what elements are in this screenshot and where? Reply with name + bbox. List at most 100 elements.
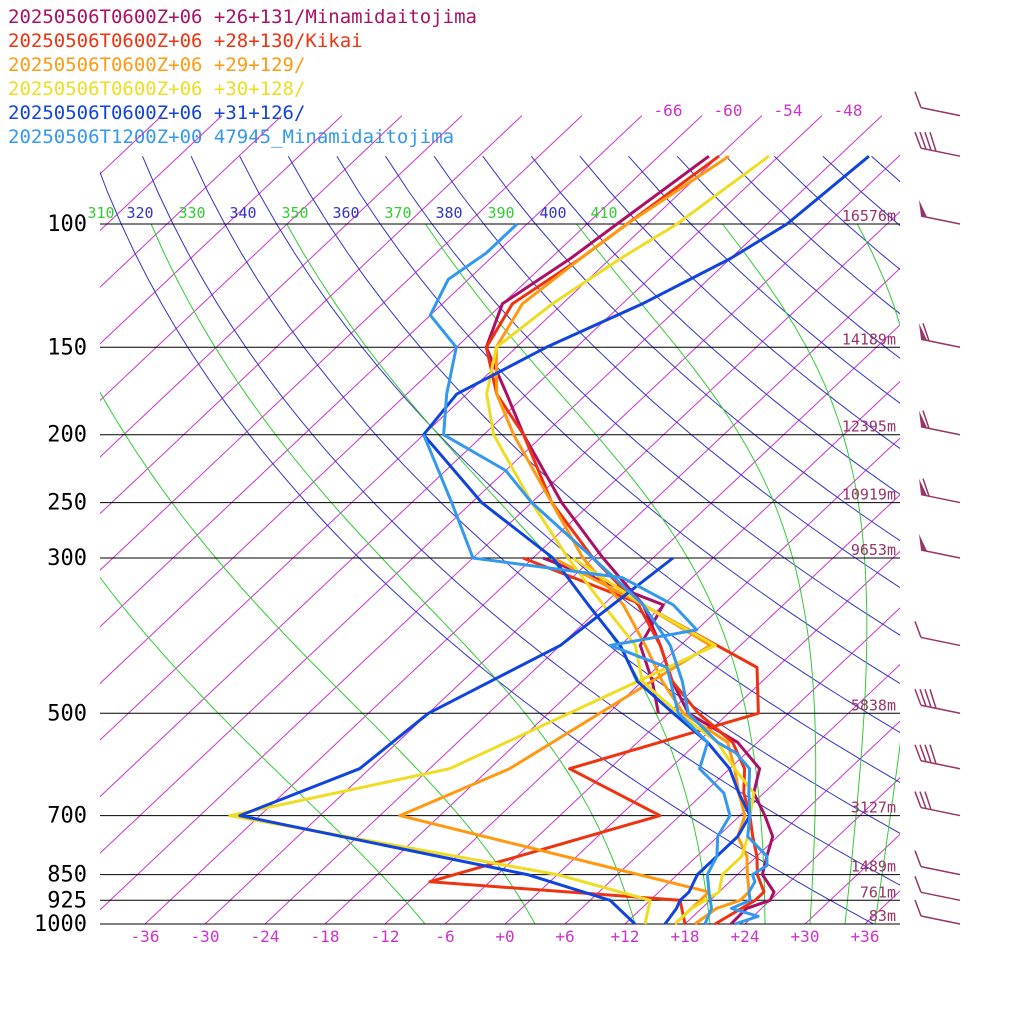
temperature-line <box>494 154 751 926</box>
wind-barb-tick <box>929 689 937 709</box>
wind-barb-tick <box>924 791 932 810</box>
isotherm-line <box>324 380 900 924</box>
wind-barb-flag <box>919 533 927 551</box>
wind-barb <box>920 338 961 349</box>
pressure-tick-label: 925 <box>47 888 87 913</box>
theta-label: 400 <box>539 204 566 222</box>
wind-barb-tick <box>922 410 930 429</box>
isotherm-lines <box>100 115 900 924</box>
isotherm-line <box>100 115 823 798</box>
theta-label: 380 <box>435 204 462 222</box>
dry-adiabat-line <box>1017 156 1024 924</box>
dewpoint-line <box>238 556 674 926</box>
pressure-tick-label: 150 <box>47 335 87 360</box>
dry-adiabat-line <box>190 155 900 834</box>
wind-barb <box>920 891 961 902</box>
legend-entry-2: 20250506T0600Z+06 +28+130/Kikai <box>8 30 363 52</box>
isotherm-line <box>804 833 900 924</box>
wind-barb <box>920 759 961 770</box>
pressure-tick-label: 250 <box>47 491 87 516</box>
sounding-series <box>228 154 870 926</box>
height-label: 9653m <box>851 541 896 559</box>
wind-barb-tick <box>914 899 922 917</box>
legend-entry-3: 20250506T0600Z+06 +29+129/ <box>8 54 306 76</box>
upper-isotherm-label: -66 <box>654 101 683 120</box>
temperature-tick-label: +36 <box>851 927 880 946</box>
isotherm-line <box>100 115 583 571</box>
theta-label: 330 <box>178 204 205 222</box>
isotherm-line <box>204 267 900 924</box>
theta-label: 370 <box>384 204 411 222</box>
dewpoint-line <box>228 556 717 925</box>
dry-adiabat-lines <box>100 155 1024 924</box>
pressure-tick-label: 100 <box>47 212 87 237</box>
height-label: 14189m <box>842 330 896 348</box>
dry-adiabat-line <box>287 155 900 734</box>
wind-barb-tick <box>914 876 922 893</box>
theta-label: 410 <box>590 204 617 222</box>
dry-adiabat-line <box>920 156 1024 924</box>
dry-adiabat-line <box>969 156 1024 924</box>
wind-barb-tick <box>924 744 932 763</box>
isotherm-line <box>100 154 900 911</box>
temperature-tick-label: +18 <box>671 927 700 946</box>
dry-adiabat-line <box>482 155 900 542</box>
wind-barb-tick <box>919 744 927 762</box>
upper-isotherm-label: -60 <box>714 101 743 120</box>
isotherm-line <box>100 115 883 854</box>
isotherm-line <box>100 115 523 515</box>
temperature-tick-label: -36 <box>131 927 160 946</box>
dry-adiabat-line <box>336 155 900 685</box>
height-label: 83m <box>869 907 896 925</box>
temperature-tick-label: +12 <box>611 927 640 946</box>
wind-barb-tick <box>914 791 922 808</box>
moist-adiabat-line <box>856 223 900 924</box>
isotherm-line <box>100 115 343 345</box>
isotherm-line <box>264 324 900 924</box>
wind-barb-tick <box>919 791 927 809</box>
temperature-tick-label: -12 <box>371 927 400 946</box>
isotherm-line <box>100 115 703 685</box>
theta-label: 360 <box>332 204 359 222</box>
wind-barb-tick <box>922 478 930 497</box>
isotherm-line <box>100 115 283 288</box>
wind-barb <box>920 147 961 157</box>
wind-barb-tick <box>914 689 922 706</box>
isotherm-line <box>744 777 900 924</box>
dry-adiabat-line <box>628 155 900 404</box>
wind-barb-tick <box>924 689 932 708</box>
isotherm-line <box>100 115 763 741</box>
moist-adiabat-line <box>100 391 536 924</box>
temperature-tick-label: +6 <box>555 927 574 946</box>
wind-barb <box>920 215 961 225</box>
isotherm-line <box>100 115 403 402</box>
wind-barb <box>920 636 961 647</box>
wind-barb <box>920 704 961 715</box>
isotherm-line <box>384 437 900 924</box>
wind-barb <box>920 106 961 117</box>
wind-barb-tick <box>924 131 932 151</box>
height-label: 1489m <box>851 858 896 876</box>
pressure-tick-label: 700 <box>47 804 87 829</box>
legend-entry-5: 20250506T0600Z+06 +31+126/ <box>8 102 306 124</box>
wind-barb-tick <box>929 131 937 152</box>
temperature-tick-label: +24 <box>731 927 760 946</box>
height-label: 10919m <box>842 486 896 504</box>
height-label: 12395m <box>842 418 896 436</box>
wind-barb-tick <box>914 131 922 149</box>
dry-adiabat-line <box>142 156 900 886</box>
wind-barb-tick <box>914 91 922 108</box>
isotherm-line <box>624 663 900 924</box>
wind-barb-tick <box>914 621 922 638</box>
isotherm-line <box>100 115 643 628</box>
height-label: 3127m <box>851 799 896 817</box>
upper-isotherm-label: -48 <box>834 101 863 120</box>
wind-barb <box>920 806 961 817</box>
dewpoint-line <box>422 434 732 925</box>
wind-barb <box>920 549 961 559</box>
wind-barb-tick <box>922 323 930 342</box>
temperature-tick-label: -24 <box>251 927 280 946</box>
wind-barb-flag <box>919 410 927 428</box>
